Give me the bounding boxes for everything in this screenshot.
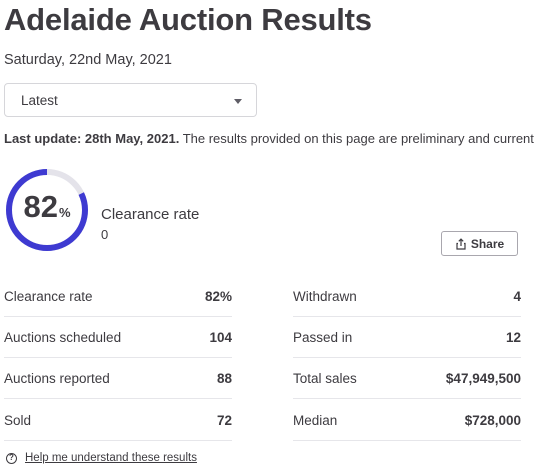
gauge-percent: 82 <box>23 189 58 224</box>
stat-value: $47,949,500 <box>445 371 521 386</box>
update-date: Last update: 28th May, 2021. <box>4 131 180 146</box>
stat-row-withdrawn: Withdrawn 4 <box>293 276 521 317</box>
stat-row-median: Median $728,000 <box>293 400 521 441</box>
stat-label: Withdrawn <box>293 289 357 304</box>
stat-label: Total sales <box>293 371 357 386</box>
update-notice: Last update: 28th May, 2021. The results… <box>4 131 534 146</box>
stat-row-clearance-rate: Clearance rate 82% <box>4 276 232 317</box>
stat-row-auctions-reported: Auctions reported 88 <box>4 358 232 399</box>
stat-label: Auctions scheduled <box>4 330 122 345</box>
stat-value: 104 <box>209 330 232 345</box>
clearance-gauge <box>6 169 88 251</box>
stat-value: $728,000 <box>464 413 521 428</box>
help-link[interactable]: Help me understand these results <box>25 452 197 464</box>
date-select-value: Latest <box>21 93 58 108</box>
page-title: Adelaide Auction Results <box>4 2 372 37</box>
stat-value: 88 <box>216 371 232 386</box>
share-icon <box>456 237 466 250</box>
stat-label: Median <box>293 413 338 428</box>
question-circle-icon: ? <box>6 452 17 464</box>
clearance-sub: 0 <box>101 227 109 242</box>
stat-row-passed-in: Passed in 12 <box>293 317 521 358</box>
clearance-label: Clearance rate <box>101 206 200 223</box>
share-button[interactable]: Share <box>441 231 518 256</box>
stat-value: 4 <box>513 289 521 304</box>
gauge-unit: % <box>58 205 71 220</box>
stat-row-total-sales: Total sales $47,949,500 <box>293 358 521 399</box>
stat-row-auctions-scheduled: Auctions scheduled 104 <box>4 317 232 358</box>
stat-label: Passed in <box>293 330 353 345</box>
date-select[interactable]: Latest <box>4 83 257 117</box>
stat-value: 12 <box>505 330 521 345</box>
gauge-value: 82% <box>4 167 90 253</box>
auction-date: Saturday, 22nd May, 2021 <box>4 52 172 68</box>
stat-value: 72 <box>216 413 232 428</box>
stat-label: Clearance rate <box>4 289 93 304</box>
stat-label: Sold <box>4 413 32 428</box>
share-label: Share <box>470 236 505 251</box>
update-text: The results provided on this page are pr… <box>179 131 534 146</box>
help-section: ? Help me understand these results <box>6 452 197 464</box>
stat-row-sold: Sold 72 <box>4 400 232 441</box>
stat-value: 82% <box>204 289 232 304</box>
chevron-down-icon <box>234 99 242 104</box>
gauge-fill <box>6 169 88 251</box>
stat-label: Auctions reported <box>4 371 110 386</box>
